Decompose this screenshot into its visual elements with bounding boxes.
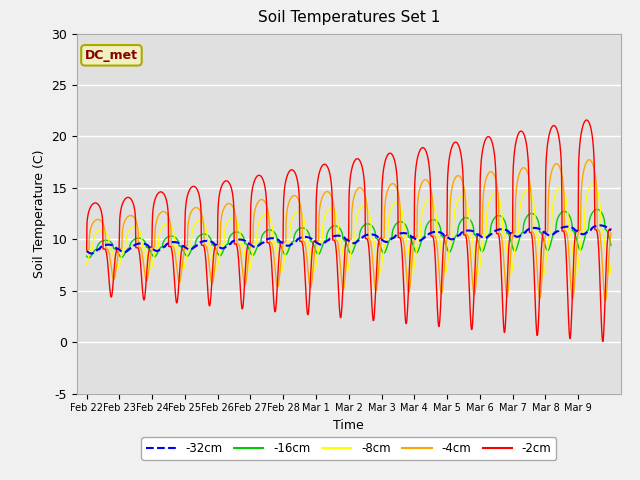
X-axis label: Time: Time xyxy=(333,419,364,432)
Text: DC_met: DC_met xyxy=(85,49,138,62)
Legend: -32cm, -16cm, -8cm, -4cm, -2cm: -32cm, -16cm, -8cm, -4cm, -2cm xyxy=(141,437,556,460)
Title: Soil Temperatures Set 1: Soil Temperatures Set 1 xyxy=(258,11,440,25)
Y-axis label: Soil Temperature (C): Soil Temperature (C) xyxy=(33,149,45,278)
